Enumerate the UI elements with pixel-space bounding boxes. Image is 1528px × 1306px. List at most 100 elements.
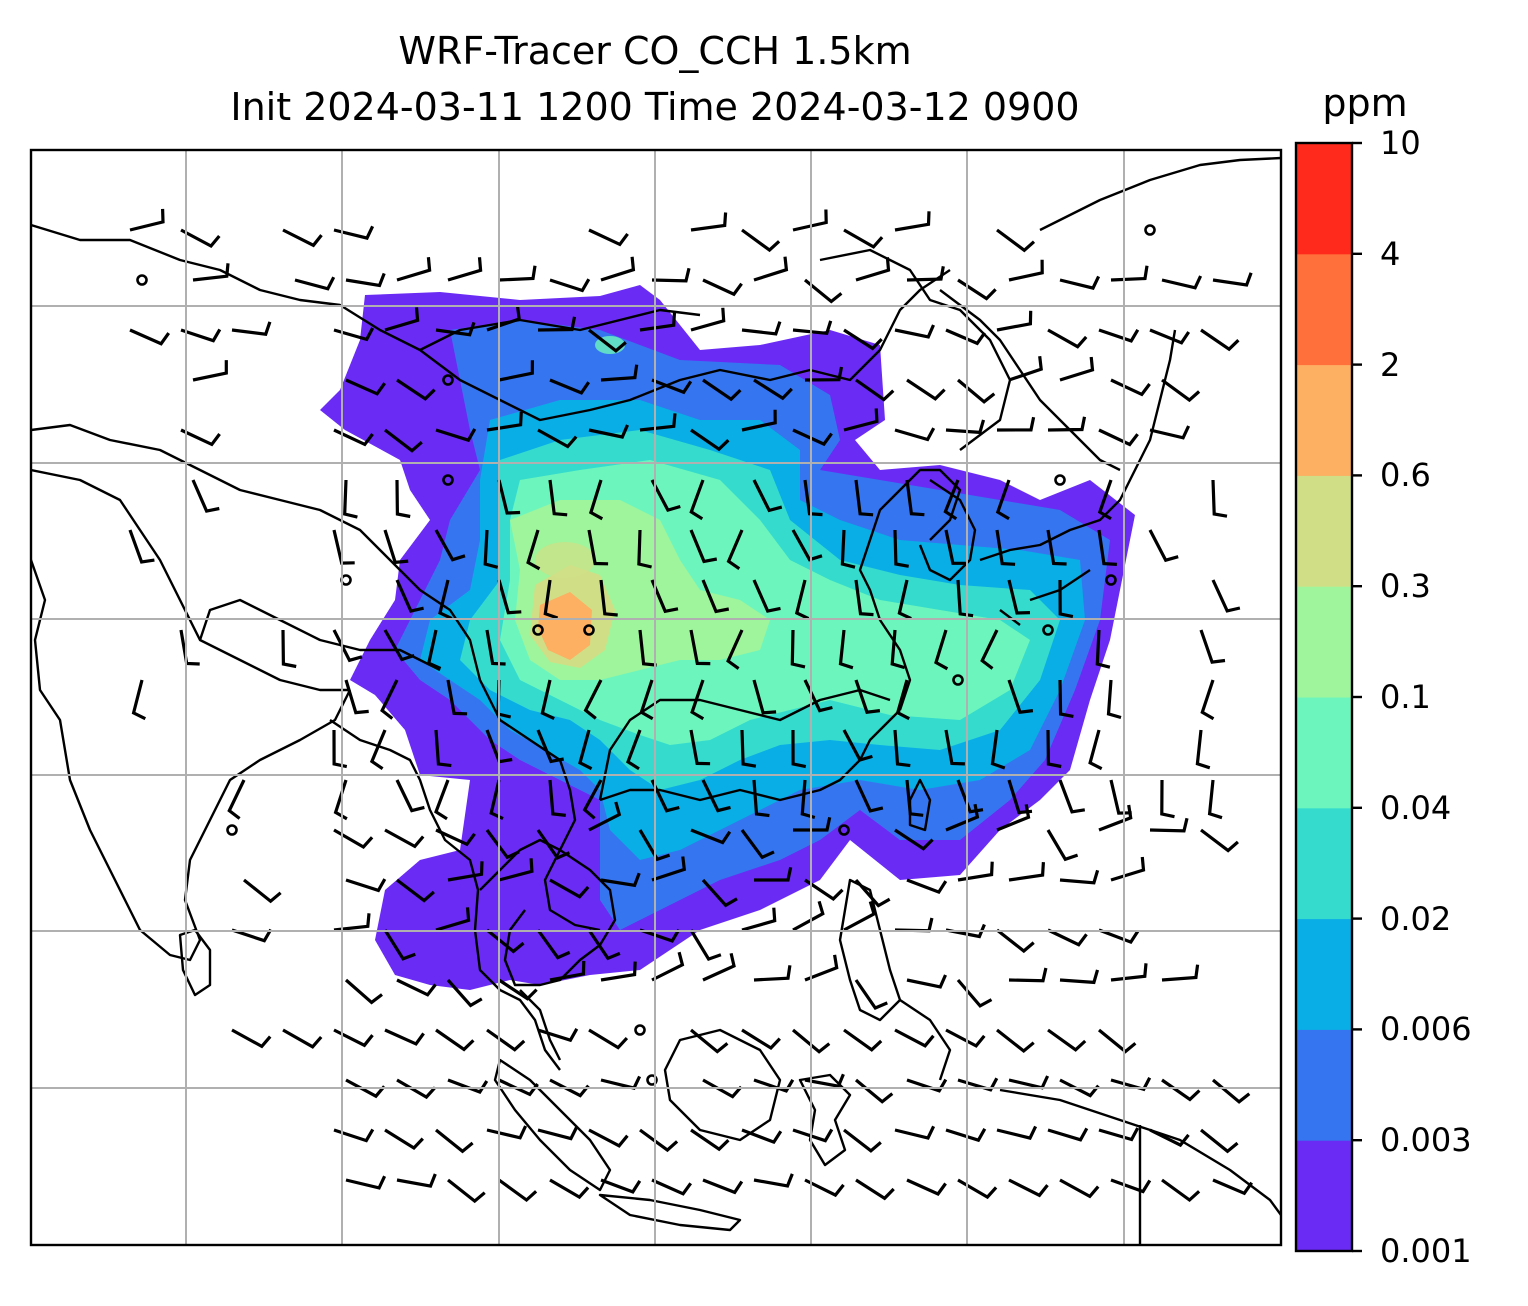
wind-barb: [792, 320, 833, 336]
wind-barb: [1007, 579, 1031, 615]
wind-barb: [651, 378, 693, 395]
wind-barb: [583, 624, 595, 636]
wind-barb: [582, 779, 603, 820]
wind-barb: [995, 529, 1016, 566]
wind-barb: [426, 629, 442, 670]
wind-barb: [1059, 969, 1100, 985]
wind-barb: [537, 316, 577, 332]
wind-barb: [537, 1126, 579, 1141]
wind-barb: [1046, 829, 1079, 862]
wind-barb: [180, 228, 221, 249]
wind-barb: [980, 629, 999, 670]
wind-barb: [793, 816, 832, 832]
wind-barb: [333, 1028, 374, 1048]
wind-barb: [726, 629, 744, 670]
wind-barb: [282, 228, 323, 248]
wind-barb: [804, 954, 839, 982]
wind-barb: [893, 729, 911, 768]
wind-barb: [945, 923, 986, 939]
wind-barb: [434, 529, 466, 562]
wind-barb: [1105, 574, 1117, 586]
wind-barb: [854, 779, 884, 813]
wind-barb: [485, 829, 520, 860]
wind-barb: [740, 729, 757, 768]
wind-barb: [792, 428, 833, 447]
wind-barb: [447, 861, 484, 882]
wind-barb: [227, 779, 246, 820]
wind-barb: [791, 529, 823, 562]
border-7: [819, 248, 1012, 451]
wind-barb: [651, 267, 691, 283]
colorbar-segment: [1296, 1140, 1352, 1252]
wind-barb: [1149, 425, 1191, 440]
wind-barb: [996, 1028, 1035, 1054]
wind-barb: [333, 428, 374, 447]
wind-barb: [741, 409, 777, 432]
colorbar-tick-label: 0.02: [1380, 899, 1452, 938]
wind-barb: [804, 878, 844, 901]
wind-barb: [396, 257, 432, 282]
colorbar-segment: [1296, 586, 1352, 698]
wind-barb: [626, 729, 642, 771]
wind-barb: [690, 679, 705, 721]
wind-barb: [483, 529, 499, 569]
coast-sumatra: [493, 1058, 612, 1192]
wind-barb: [435, 321, 476, 337]
wind-barb: [1047, 1127, 1089, 1142]
wind-barb: [600, 872, 641, 888]
wind-barb: [945, 1028, 986, 1048]
wind-barb: [854, 579, 874, 617]
wind-barb: [803, 278, 843, 304]
wind-barb: [486, 305, 521, 332]
wind-barb: [180, 428, 221, 447]
colorbar-segment: [1296, 918, 1352, 1030]
wind-barb: [600, 961, 637, 982]
wind-barb: [129, 328, 171, 346]
wind-barb: [906, 878, 948, 895]
wind-barb: [690, 307, 726, 332]
wind-barb: [243, 878, 282, 904]
wind-barb: [1149, 328, 1191, 345]
wind-barb: [1008, 967, 1048, 983]
wind-barb: [906, 378, 946, 401]
wind-barb: [996, 1125, 1038, 1140]
wind-barb: [396, 378, 436, 401]
wind-barb: [752, 679, 777, 715]
wind-barb: [1149, 817, 1189, 833]
wind-barb: [369, 729, 387, 771]
wind-barb: [741, 228, 781, 253]
wind-barb: [790, 629, 806, 669]
wind-barb: [438, 579, 453, 621]
wind-barb: [396, 978, 437, 997]
wind-barb: [637, 529, 652, 569]
colorbar-tick-label: 10: [1380, 124, 1421, 162]
wind-barb: [536, 929, 571, 960]
coast-malay: [519, 989, 562, 1061]
wind-barb: [588, 1128, 629, 1148]
colorbar-segment: [1296, 364, 1352, 476]
coast-java: [598, 1193, 742, 1232]
wind-barb: [344, 679, 369, 715]
wind-barb: [548, 779, 566, 817]
wind-barb: [446, 679, 468, 716]
wind-barb: [945, 328, 987, 346]
wind-barb: [1110, 1178, 1152, 1194]
colorbar-segment: [1296, 475, 1352, 587]
wind-barb: [434, 729, 452, 768]
wind-barb: [383, 529, 409, 565]
wind-barb: [549, 378, 591, 395]
wind-barb: [754, 866, 793, 882]
wind-barb: [895, 679, 910, 721]
gridlines: [31, 150, 1281, 1245]
wind-barb: [1088, 729, 1103, 771]
wind-barb: [1110, 963, 1148, 982]
wind-barb: [894, 324, 935, 339]
wind-barb: [486, 1028, 526, 1052]
wind-barb: [945, 1128, 987, 1143]
wind-barb: [1106, 679, 1122, 720]
wind-barb: [957, 861, 994, 882]
wind-barb: [1207, 779, 1223, 820]
wind-barb: [996, 310, 1033, 332]
wind-barb: [549, 1178, 590, 1200]
wind-barb: [854, 878, 891, 908]
